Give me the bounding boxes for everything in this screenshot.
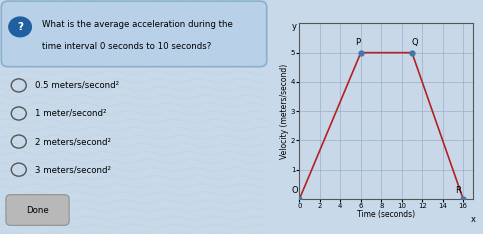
FancyBboxPatch shape (6, 195, 69, 225)
Text: 0.5 meters/second²: 0.5 meters/second² (35, 81, 119, 90)
Y-axis label: Velocity (meters/second): Velocity (meters/second) (281, 63, 289, 159)
Text: Q: Q (412, 38, 418, 47)
Text: O: O (291, 186, 298, 194)
X-axis label: Time (seconds): Time (seconds) (357, 210, 415, 219)
Text: Done: Done (26, 206, 49, 215)
Text: y: y (292, 22, 297, 31)
Text: ?: ? (17, 22, 23, 32)
Text: 1 meter/second²: 1 meter/second² (35, 109, 106, 118)
Text: 3 meters/second²: 3 meters/second² (35, 165, 111, 174)
Text: time interval 0 seconds to 10 seconds?: time interval 0 seconds to 10 seconds? (42, 42, 211, 51)
Text: P: P (355, 38, 360, 47)
Text: R: R (455, 186, 461, 194)
Text: x: x (470, 215, 475, 224)
Circle shape (9, 17, 31, 37)
Text: 2 meters/second²: 2 meters/second² (35, 137, 111, 146)
Text: What is the average acceleration during the: What is the average acceleration during … (42, 20, 232, 29)
FancyBboxPatch shape (1, 1, 267, 67)
